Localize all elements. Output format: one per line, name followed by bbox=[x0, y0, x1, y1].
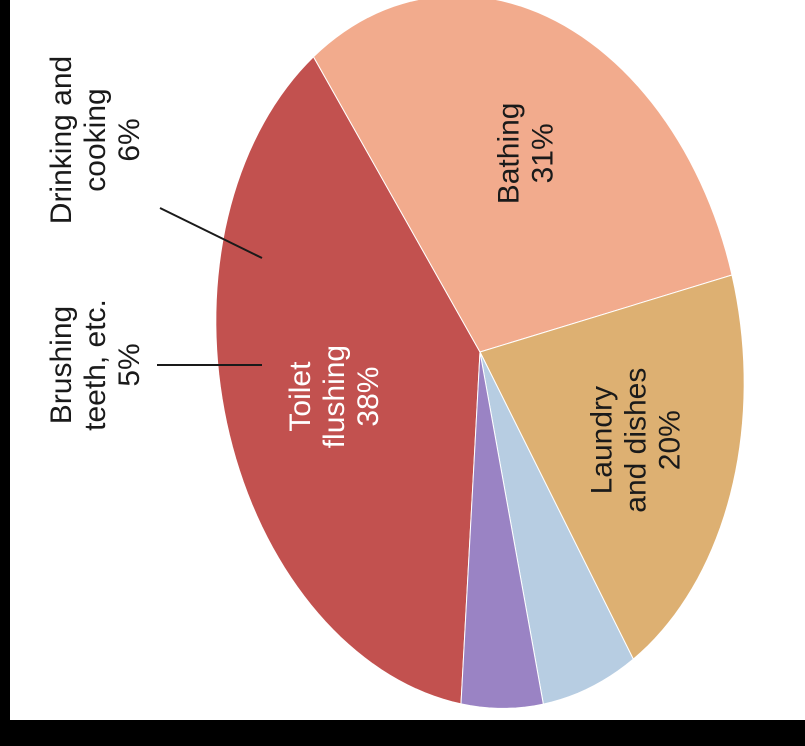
slice-labels: Toiletflushing38% Bathing31% Laundryand di… bbox=[45, 56, 686, 513]
label-line: Drinking and bbox=[45, 56, 78, 224]
leader-line-drinking-and-cooking bbox=[159, 207, 263, 259]
label-line: and dishes bbox=[619, 368, 652, 513]
slice-brushing-teeth-etc bbox=[460, 351, 544, 709]
pie-slices bbox=[215, 0, 745, 709]
label-line: cooking bbox=[79, 88, 112, 191]
leader-lines bbox=[157, 207, 263, 366]
label-line: 6% bbox=[113, 118, 146, 161]
label-line: Toilet bbox=[284, 361, 317, 432]
label-toilet-flushing: Toiletflushing38% bbox=[284, 345, 385, 448]
label-laundry-and-dishes: Laundryand dishes20% bbox=[585, 368, 686, 513]
label-line: Brushing bbox=[45, 306, 78, 424]
slice-drinking-and-cooking bbox=[479, 351, 634, 705]
slice-bathing bbox=[312, 0, 733, 353]
label-line: 5% bbox=[113, 343, 146, 386]
label-line: flushing bbox=[318, 345, 351, 448]
label-line: teeth, etc. bbox=[79, 299, 112, 431]
label-bathing: Bathing31% bbox=[493, 103, 560, 205]
label-line: 38% bbox=[352, 367, 385, 427]
label-line: 20% bbox=[653, 410, 686, 470]
slice-toilet-flushing bbox=[215, 55, 481, 705]
label-brushing-teeth-etc: Brushingteeth, etc.5% bbox=[45, 299, 146, 431]
label-line: 31% bbox=[527, 123, 560, 183]
label-drinking-and-cooking: Drinking andcooking6% bbox=[45, 56, 146, 224]
label-line: Bathing bbox=[493, 103, 526, 205]
label-line: Laundry bbox=[585, 386, 618, 494]
slice-laundry-and-dishes bbox=[479, 274, 745, 660]
